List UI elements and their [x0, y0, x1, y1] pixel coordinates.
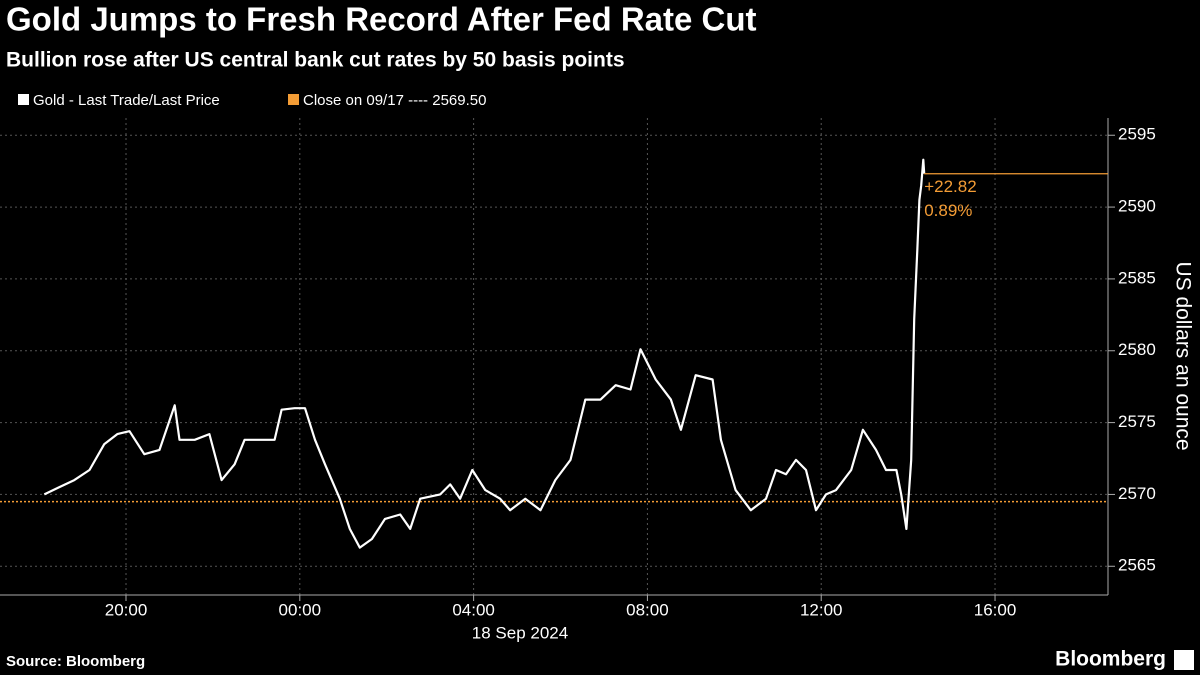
y-tick-label: 2585	[1118, 268, 1156, 287]
x-tick-label: 16:00	[974, 600, 1017, 619]
chart-title: Gold Jumps to Fresh Record After Fed Rat…	[6, 1, 757, 38]
y-tick-label: 2580	[1118, 340, 1156, 359]
change-label: +22.82	[924, 177, 976, 196]
y-tick-label: 2570	[1118, 484, 1156, 503]
y-tick-label: 2595	[1118, 125, 1156, 144]
source: Source: Bloomberg	[6, 653, 145, 670]
x-tick-label: 08:00	[626, 600, 669, 619]
x-tick-label: 12:00	[800, 600, 843, 619]
x-tick-label: 20:00	[105, 600, 148, 619]
y-tick-label: 2575	[1118, 412, 1156, 431]
x-tick-label: 00:00	[279, 600, 322, 619]
legend-swatch	[288, 94, 299, 105]
brand: Bloomberg	[1055, 648, 1166, 671]
y-tick-label: 2565	[1118, 556, 1156, 575]
y-axis-label: US dollars an ounce	[1171, 261, 1194, 450]
brand-icon	[1174, 650, 1194, 670]
y-tick-label: 2590	[1118, 197, 1156, 216]
price-line	[43, 158, 926, 549]
x-axis-label: 18 Sep 2024	[472, 623, 568, 642]
x-tick-label: 04:00	[452, 600, 495, 619]
legend-label: Close on 09/17 ---- 2569.50	[303, 92, 486, 109]
legend-label: Gold - Last Trade/Last Price	[33, 92, 220, 109]
change-pct-label: 0.89%	[924, 201, 972, 220]
legend-swatch	[18, 94, 29, 105]
chart-subtitle: Bullion rose after US central bank cut r…	[6, 49, 625, 72]
